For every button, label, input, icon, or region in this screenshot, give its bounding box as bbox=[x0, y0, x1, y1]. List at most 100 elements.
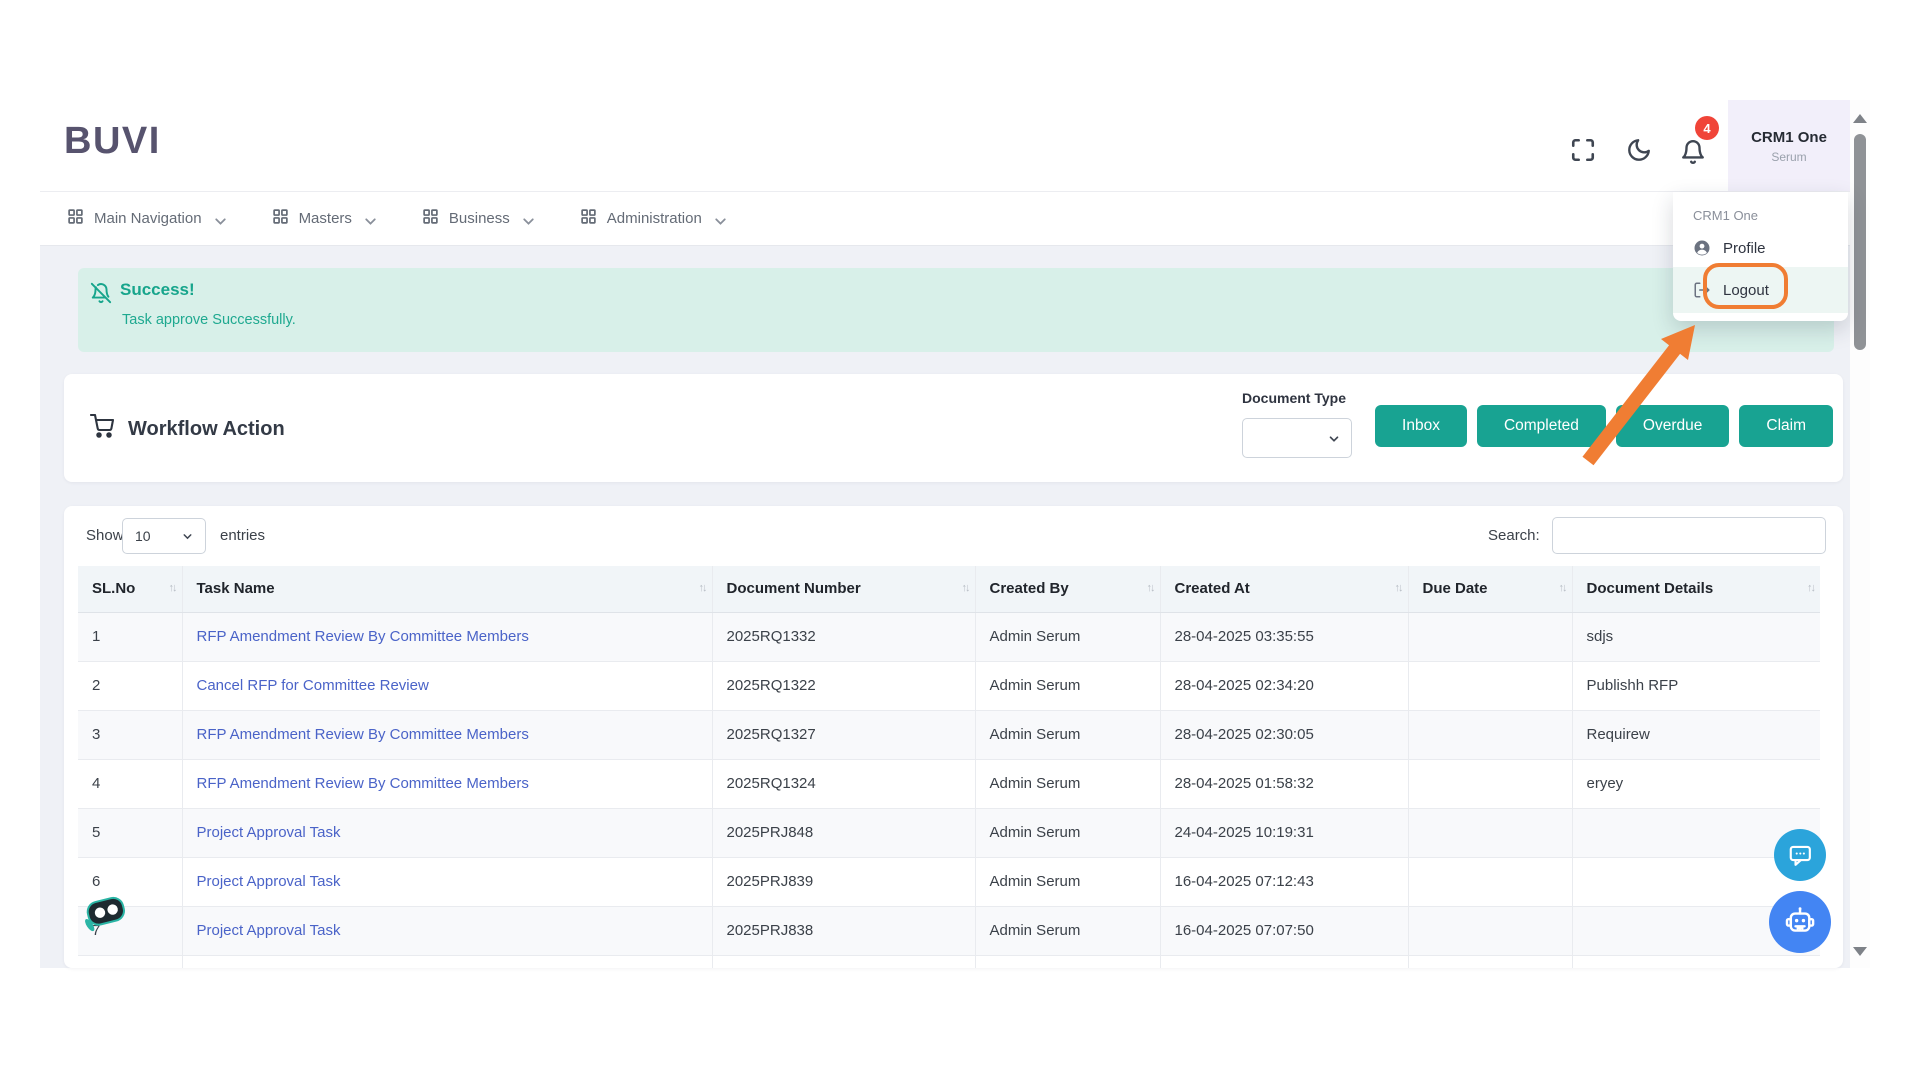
scrollbar-thumb[interactable] bbox=[1854, 134, 1866, 350]
menu-item-logout[interactable]: Logout bbox=[1673, 267, 1848, 313]
scrollbar-down-arrow[interactable] bbox=[1853, 947, 1867, 956]
table-divider bbox=[1408, 955, 1409, 968]
column-header-created-at[interactable]: Created At ↑↓ bbox=[1160, 566, 1409, 613]
table-row: 6 Project Approval Task 2025PRJ839 Admin… bbox=[78, 857, 1820, 907]
cell-task-name: Cancel RFP for Committee Review bbox=[182, 661, 713, 711]
cell-created-by: Admin Serum bbox=[975, 612, 1161, 662]
workflow-filter-buttons: Inbox Completed Overdue Claim bbox=[1375, 405, 1833, 447]
search-input[interactable] bbox=[1552, 517, 1826, 554]
sort-icon[interactable]: ↑↓ bbox=[961, 582, 971, 594]
grid-icon bbox=[272, 208, 289, 229]
cell-created-at: 16-04-2025 07:07:50 bbox=[1160, 906, 1409, 956]
table-row: 5 Project Approval Task 2025PRJ848 Admin… bbox=[78, 808, 1820, 858]
scrollbar-up-arrow[interactable] bbox=[1853, 114, 1867, 123]
task-link[interactable]: RFP Amendment Review By Committee Member… bbox=[196, 628, 529, 645]
page-title: Workflow Action bbox=[89, 413, 285, 444]
workflow-action-card: Workflow Action Document Type Inbox Comp… bbox=[64, 374, 1843, 482]
chevron-down-icon bbox=[1327, 432, 1339, 444]
entries-label: entries bbox=[220, 527, 266, 544]
cell-slno: 6 bbox=[78, 857, 183, 907]
tasks-table-card: Show 10 entries Search: SL.No ↑↓ Task Nam… bbox=[64, 506, 1843, 968]
chat-fab-button[interactable] bbox=[1774, 829, 1826, 881]
cell-created-by: Admin Serum bbox=[975, 661, 1161, 711]
chevron-down-icon bbox=[181, 530, 193, 542]
sort-icon[interactable]: ↑↓ bbox=[1146, 582, 1156, 594]
cell-due-date bbox=[1408, 661, 1573, 711]
fullscreen-icon[interactable] bbox=[1570, 137, 1596, 163]
table-row: 7 Project Approval Task 2025PRJ838 Admin… bbox=[78, 906, 1820, 956]
cell-slno: 7 bbox=[78, 906, 183, 956]
page-size-select[interactable]: 10 bbox=[122, 518, 206, 554]
column-header-task-name[interactable]: Task Name ↑↓ bbox=[182, 566, 713, 613]
vertical-scrollbar[interactable] bbox=[1850, 100, 1870, 968]
task-link[interactable]: Project Approval Task bbox=[196, 873, 341, 890]
cell-document-number: 2025PRJ848 bbox=[712, 808, 976, 858]
sort-icon[interactable]: ↑↓ bbox=[698, 582, 708, 594]
main-navbar: Main Navigation Masters Business Adminis… bbox=[40, 192, 1850, 246]
alert-message: Task approve Successfully. bbox=[122, 312, 296, 328]
show-label: Show bbox=[86, 527, 124, 544]
nav-label: Business bbox=[448, 210, 510, 227]
table-header-row: SL.No ↑↓ Task Name ↑↓ Document Number ↑↓ Cr… bbox=[78, 566, 1820, 613]
chevron-down-icon bbox=[712, 213, 726, 225]
column-header-created-by[interactable]: Created By ↑↓ bbox=[975, 566, 1161, 613]
cell-created-at: 24-04-2025 10:19:31 bbox=[1160, 808, 1409, 858]
sort-icon[interactable]: ↑↓ bbox=[1558, 582, 1568, 594]
robot-assistant-fab-button[interactable] bbox=[1769, 891, 1831, 953]
table-divider bbox=[1572, 955, 1573, 968]
cell-task-name: Project Approval Task bbox=[182, 906, 713, 956]
user-name: CRM1 One bbox=[1751, 128, 1827, 146]
cart-icon bbox=[89, 413, 115, 444]
column-header-due-date[interactable]: Due Date ↑↓ bbox=[1408, 566, 1573, 613]
column-header-slno[interactable]: SL.No ↑↓ bbox=[78, 566, 183, 613]
column-header-document-details[interactable]: Document Details ↑↓ bbox=[1572, 566, 1820, 613]
task-link[interactable]: RFP Amendment Review By Committee Member… bbox=[196, 775, 529, 792]
nav-item-administration[interactable]: Administration bbox=[580, 208, 726, 229]
alert-title: Success! bbox=[120, 280, 195, 299]
menu-item-label: Logout bbox=[1723, 281, 1769, 299]
notifications-bell-icon[interactable] bbox=[1680, 139, 1706, 165]
user-menu-trigger[interactable]: CRM1 One Serum bbox=[1728, 100, 1850, 192]
nav-label: Masters bbox=[298, 210, 352, 227]
overdue-button[interactable]: Overdue bbox=[1615, 405, 1730, 447]
task-link[interactable]: Project Approval Task bbox=[196, 824, 341, 841]
cell-due-date bbox=[1408, 612, 1573, 662]
menu-header: CRM1 One bbox=[1693, 208, 1759, 223]
cell-created-by: Admin Serum bbox=[975, 808, 1161, 858]
nav-item-masters[interactable]: Masters bbox=[272, 208, 376, 229]
chevron-down-icon bbox=[212, 213, 226, 225]
column-header-document-number[interactable]: Document Number ↑↓ bbox=[712, 566, 976, 613]
nav-item-business[interactable]: Business bbox=[422, 208, 534, 229]
table-row: 3 RFP Amendment Review By Committee Memb… bbox=[78, 710, 1820, 760]
brand-logo[interactable]: BUVI bbox=[64, 120, 161, 162]
cell-created-by: Admin Serum bbox=[975, 710, 1161, 760]
task-link[interactable]: RFP Amendment Review By Committee Member… bbox=[196, 726, 529, 743]
page-title-text: Workflow Action bbox=[128, 417, 285, 440]
menu-item-profile[interactable]: Profile bbox=[1673, 229, 1848, 267]
sort-icon[interactable]: ↑↓ bbox=[1394, 582, 1404, 594]
completed-button[interactable]: Completed bbox=[1476, 405, 1606, 447]
cell-due-date bbox=[1408, 759, 1573, 809]
document-type-select[interactable] bbox=[1242, 418, 1352, 458]
user-dropdown-menu: CRM1 One Profile Logout bbox=[1673, 192, 1848, 321]
cell-created-at: 28-04-2025 01:58:32 bbox=[1160, 759, 1409, 809]
dark-mode-moon-icon[interactable] bbox=[1626, 137, 1652, 163]
task-link[interactable]: Cancel RFP for Committee Review bbox=[196, 677, 429, 694]
cell-created-by: Admin Serum bbox=[975, 759, 1161, 809]
grid-icon bbox=[67, 208, 84, 229]
inbox-button[interactable]: Inbox bbox=[1375, 405, 1467, 447]
sort-icon[interactable]: ↑↓ bbox=[168, 582, 178, 594]
cell-due-date bbox=[1408, 906, 1573, 956]
sort-icon[interactable]: ↑↓ bbox=[1807, 582, 1816, 594]
task-link[interactable]: Project Approval Task bbox=[196, 922, 341, 939]
cell-due-date bbox=[1408, 710, 1573, 760]
cell-created-by: Admin Serum bbox=[975, 857, 1161, 907]
cell-document-number: 2025RQ1327 bbox=[712, 710, 976, 760]
cell-created-at: 28-04-2025 02:30:05 bbox=[1160, 710, 1409, 760]
nav-label: Administration bbox=[606, 210, 702, 227]
nav-item-main-navigation[interactable]: Main Navigation bbox=[67, 208, 226, 229]
page-size-value: 10 bbox=[135, 528, 151, 544]
table-divider bbox=[1160, 955, 1161, 968]
cell-document-number: 2025PRJ839 bbox=[712, 857, 976, 907]
claim-button[interactable]: Claim bbox=[1739, 405, 1833, 447]
